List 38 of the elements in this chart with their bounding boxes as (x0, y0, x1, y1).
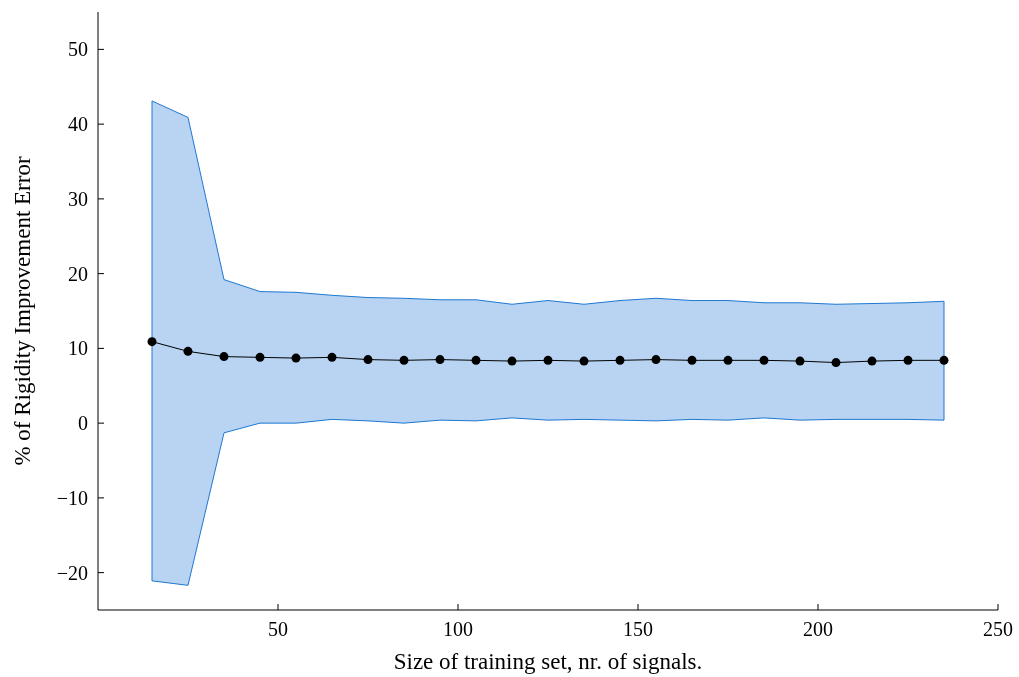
point (435, 355, 445, 365)
y-tick-label: 40 (68, 113, 88, 136)
point (651, 355, 661, 365)
y-tick-label: 50 (68, 38, 88, 61)
x-tick-label: 100 (443, 618, 473, 640)
y-axis-title: % of Rigidity Improvement Error (10, 156, 35, 466)
point (759, 355, 769, 365)
y-tick-label: 20 (68, 262, 88, 285)
point (543, 355, 553, 365)
point (291, 353, 301, 363)
point (507, 356, 517, 366)
point (903, 355, 913, 365)
point (219, 352, 229, 362)
point (147, 337, 157, 347)
point (255, 352, 265, 362)
y-tick-label: 30 (68, 187, 88, 210)
point (471, 355, 481, 365)
point (831, 358, 841, 368)
x-tick-label: 250 (983, 618, 1013, 640)
point (795, 356, 805, 366)
x-axis-title: Size of training set, nr. of signals. (393, 649, 703, 674)
point (399, 355, 409, 365)
x-tick-label: 200 (803, 618, 833, 640)
point (687, 355, 697, 365)
y-tick-label: −20 (56, 561, 88, 584)
point (363, 355, 373, 365)
x-tick-label: 50 (268, 618, 288, 640)
point (327, 352, 337, 362)
y-tick-label: 0 (78, 412, 88, 435)
point (939, 355, 949, 365)
point (723, 355, 733, 365)
point (579, 356, 589, 366)
y-tick-label: −10 (56, 486, 88, 509)
y-tick-label: 10 (68, 337, 88, 360)
x-tick-label: 150 (623, 618, 653, 640)
point (183, 346, 193, 356)
point (615, 355, 625, 365)
point (867, 356, 877, 366)
